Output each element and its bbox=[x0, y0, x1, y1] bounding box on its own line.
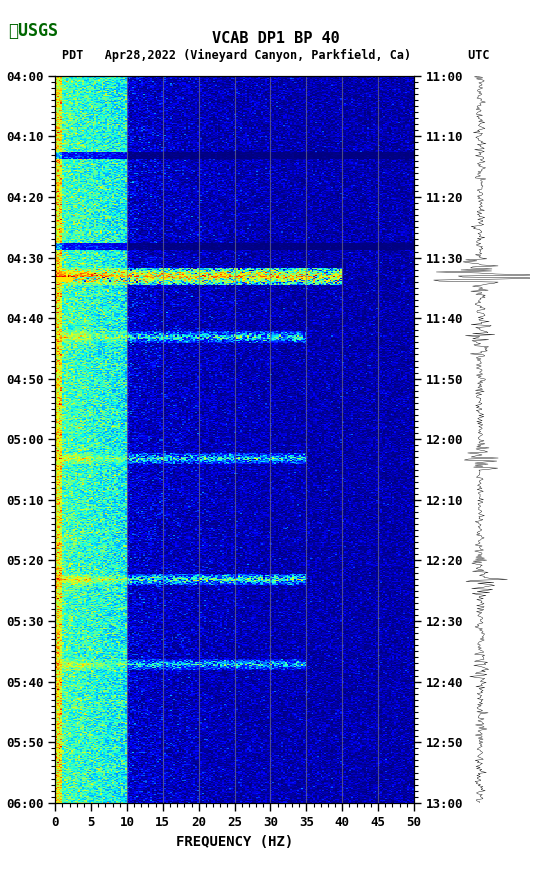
Text: VCAB DP1 BP 40: VCAB DP1 BP 40 bbox=[212, 31, 340, 46]
X-axis label: FREQUENCY (HZ): FREQUENCY (HZ) bbox=[176, 835, 293, 848]
Text: PDT   Apr28,2022 (Vineyard Canyon, Parkfield, Ca)        UTC: PDT Apr28,2022 (Vineyard Canyon, Parkfie… bbox=[62, 49, 490, 62]
Text: ⊿USGS: ⊿USGS bbox=[8, 22, 59, 40]
